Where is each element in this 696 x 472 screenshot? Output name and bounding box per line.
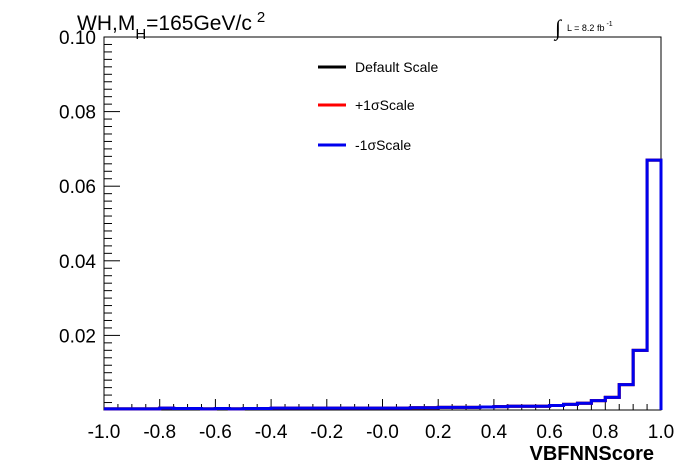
- x-tick-label: 0.8: [592, 422, 618, 443]
- y-tick-label: 0.02: [59, 326, 96, 347]
- x-tick-label: -0.8: [143, 422, 176, 443]
- y-tick-label: 0.08: [59, 103, 96, 124]
- chart-title-subscript: H: [135, 26, 146, 43]
- x-tick-label: -0.6: [199, 422, 232, 443]
- chart-title-rest: =165GeV/c: [146, 12, 252, 35]
- y-tick-label: 0.06: [59, 177, 96, 198]
- legend-label-2: -1σScale: [355, 137, 411, 153]
- x-tick-label: -0.4: [255, 422, 288, 443]
- x-tick-label: 0.2: [425, 422, 451, 443]
- series-line-2: [104, 158, 663, 411]
- chart-title-base: WH,M: [77, 12, 135, 35]
- luminosity-superscript: -1: [606, 21, 612, 28]
- chart-title: WH,MH=165GeV/c 2: [77, 9, 265, 43]
- luminosity-text: L = 8.2 fb: [567, 23, 604, 33]
- x-tick-label: -0.0: [366, 422, 399, 443]
- legend: Default Scale +1σScale -1σScale: [318, 59, 438, 153]
- histogram-series: [104, 158, 663, 411]
- x-tick-label: 0.6: [536, 422, 562, 443]
- y-tick-label: 0.04: [59, 252, 96, 273]
- legend-label-1: +1σScale: [355, 97, 415, 113]
- x-axis-title: VBFNNScore: [530, 443, 654, 465]
- legend-label-0: Default Scale: [355, 59, 438, 75]
- y-tick-label: 0.10: [59, 28, 96, 49]
- x-tick-label: 1.0: [648, 422, 674, 443]
- chart-title-superscript: 2: [257, 9, 265, 26]
- x-tick-label: -1.0: [88, 422, 121, 443]
- luminosity-label: L = 8.2 fb -1: [567, 21, 613, 33]
- x-tick-label: -0.2: [310, 422, 343, 443]
- integral-symbol: ∫: [553, 15, 563, 41]
- x-tick-label: 0.4: [481, 422, 508, 443]
